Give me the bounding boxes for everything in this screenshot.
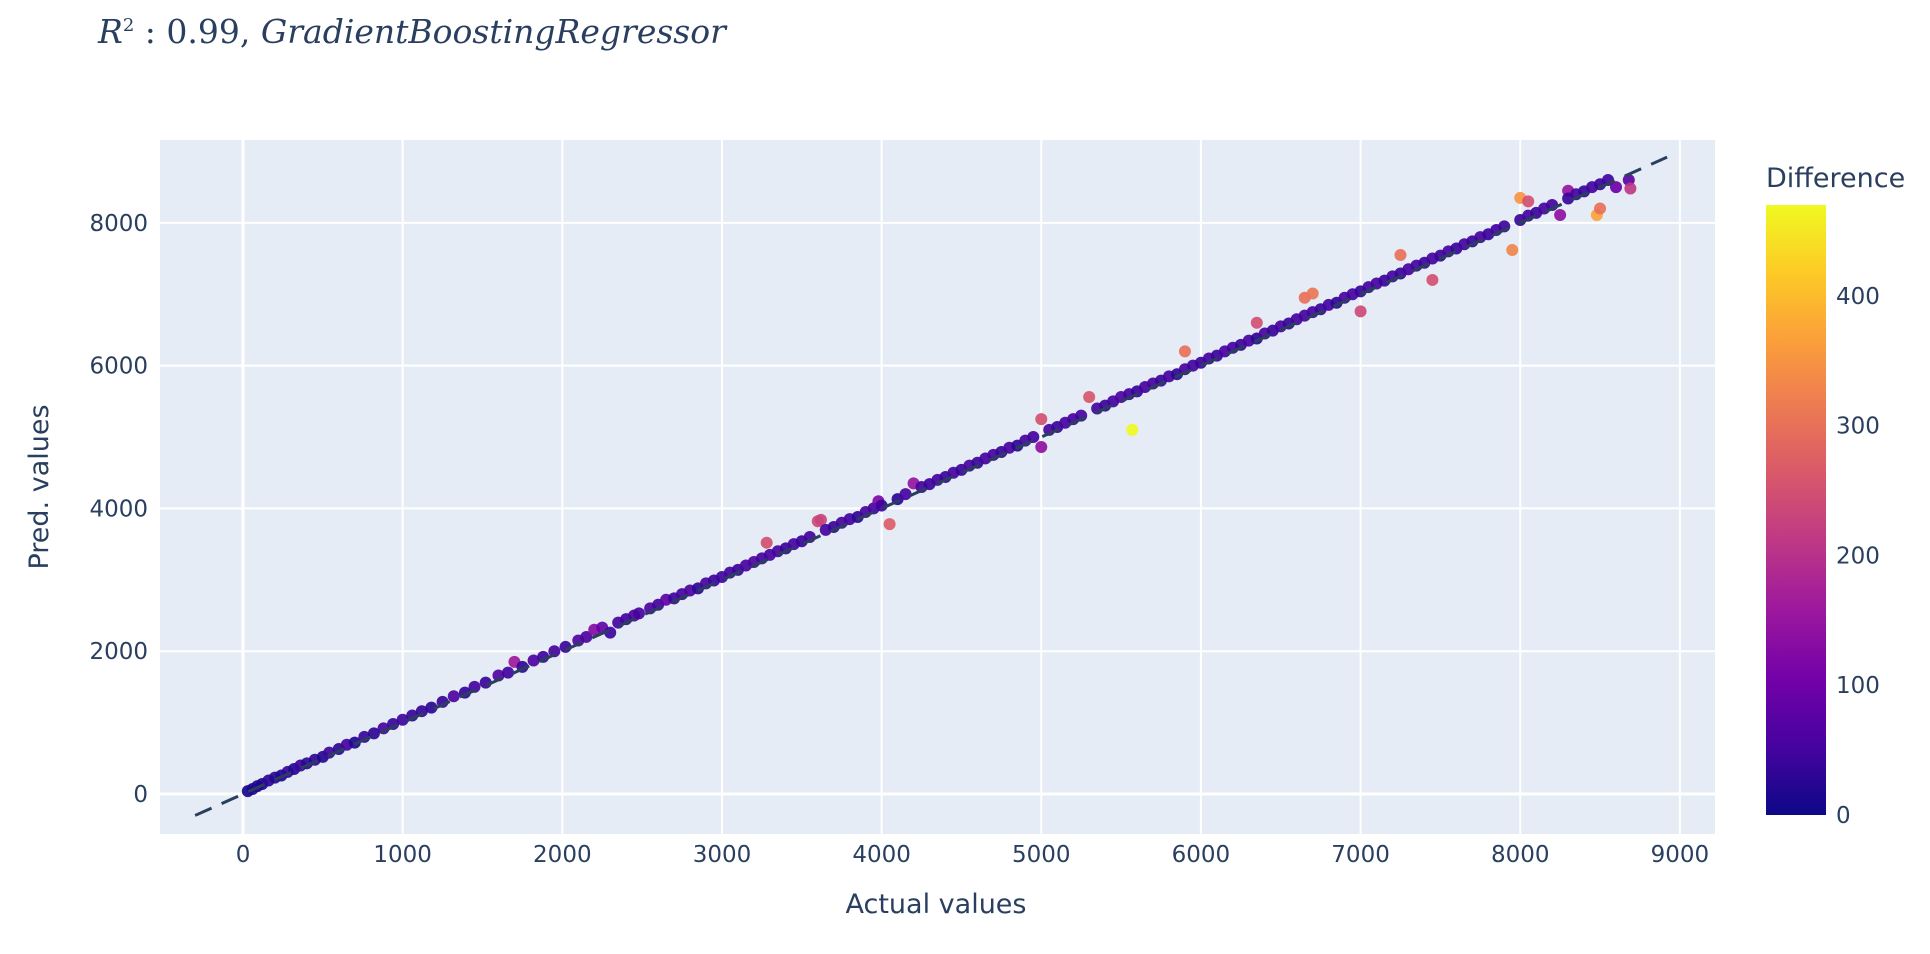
- data-point: [1250, 316, 1263, 329]
- data-point: [883, 518, 896, 531]
- data-point: [367, 727, 380, 740]
- x-tick-labels: 0 1000 2000 3000 4000 5000 6000 7000 8000 9000: [236, 842, 1709, 868]
- data-point: [396, 713, 409, 726]
- x-tick-label: 0: [236, 842, 251, 868]
- x-tick-label: 3000: [693, 842, 752, 868]
- grid-lines: [160, 140, 1715, 834]
- data-point: [468, 680, 481, 693]
- data-point: [425, 701, 438, 714]
- data-point: [1554, 208, 1567, 221]
- data-point: [1306, 287, 1319, 300]
- data-point: [1354, 305, 1367, 318]
- colorbar-tick-label: 400: [1836, 284, 1880, 310]
- colorbar-tick-label: 100: [1836, 673, 1880, 699]
- colorbar-tick-label: 300: [1836, 414, 1880, 440]
- data-point: [1035, 441, 1048, 454]
- data-point: [580, 630, 593, 643]
- x-tick-label: 1000: [373, 842, 432, 868]
- colorbar-tick-labels: 0 100 200 300 400: [1836, 284, 1880, 829]
- x-tick-label: 9000: [1651, 842, 1710, 868]
- x-axis-label: Actual values: [846, 889, 1027, 920]
- data-point: [1083, 391, 1096, 404]
- colorbar-title: Difference: [1766, 163, 1905, 194]
- data-point: [760, 536, 773, 549]
- data-point: [1027, 431, 1040, 444]
- data-point: [447, 690, 460, 703]
- x-tick-label: 4000: [852, 842, 911, 868]
- data-point: [1594, 202, 1607, 215]
- x-tick-label: 6000: [1172, 842, 1231, 868]
- data-point: [1522, 195, 1535, 208]
- data-point: [1394, 248, 1407, 261]
- y-tick-labels: 0 2000 4000 6000 8000: [89, 211, 148, 808]
- data-point: [1610, 181, 1623, 194]
- y-tick-label: 8000: [89, 211, 148, 237]
- title-model-name: GradientBoostingRegressor: [260, 12, 726, 51]
- data-point: [1178, 345, 1191, 358]
- title-r2-symbol: R: [98, 12, 123, 51]
- y-tick-label: 4000: [89, 496, 148, 522]
- x-tick-label: 2000: [533, 842, 592, 868]
- title-separator: :: [134, 12, 167, 51]
- y-tick-label: 2000: [89, 639, 148, 665]
- plot-area: [160, 140, 1715, 834]
- colorbar-tick-label: 200: [1836, 543, 1880, 569]
- data-point: [502, 666, 515, 679]
- reference-line: [194, 155, 1668, 817]
- data-point: [1624, 182, 1637, 195]
- x-tick-label: 7000: [1331, 842, 1390, 868]
- data-point: [814, 513, 827, 526]
- colorbar-tick-label: 0: [1836, 803, 1851, 829]
- data-point: [899, 488, 912, 501]
- data-point: [527, 654, 540, 667]
- data-point: [548, 645, 561, 658]
- chart-title: R2 : 0.99, GradientBoostingRegressor: [98, 12, 726, 51]
- y-tick-label: 0: [133, 782, 148, 808]
- data-point: [1035, 413, 1048, 426]
- colorbar: Difference 0 100 200 300 400: [1766, 163, 1905, 829]
- x-tick-label: 8000: [1491, 842, 1550, 868]
- title-exponent: 2: [122, 15, 135, 36]
- y-tick-label: 6000: [89, 354, 148, 380]
- data-point: [1506, 243, 1519, 256]
- colorbar-gradient: [1766, 205, 1826, 815]
- data-point: [1426, 273, 1439, 286]
- data-point: [1126, 423, 1139, 436]
- data-point: [632, 607, 645, 620]
- title-score: 0.99,: [166, 12, 261, 51]
- y-axis-label: Pred. values: [24, 404, 55, 569]
- x-tick-label: 5000: [1012, 842, 1071, 868]
